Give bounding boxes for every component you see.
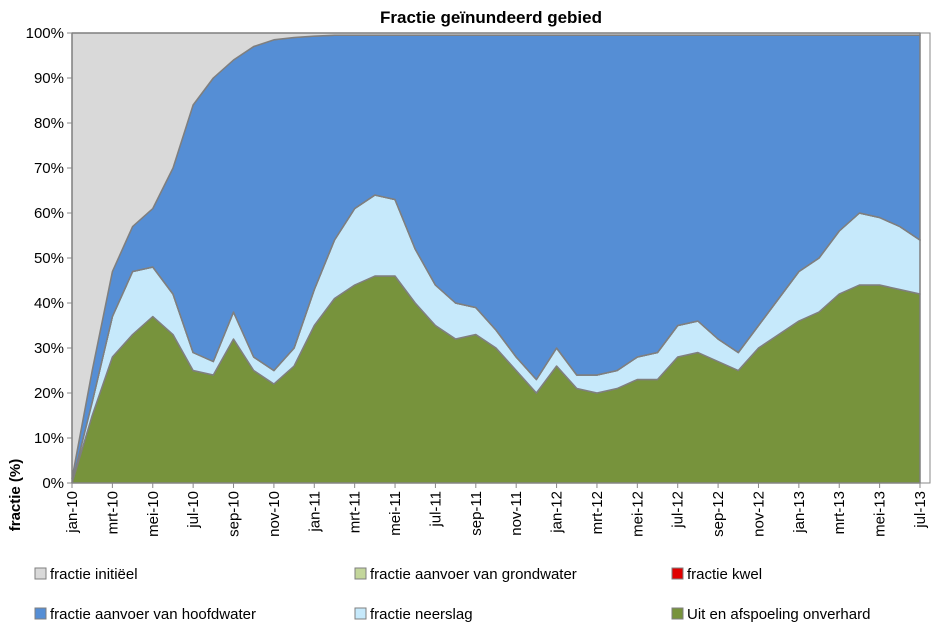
legend-swatch: [354, 607, 367, 620]
x-tick-label: sep-12: [710, 491, 727, 537]
x-tick-label: jul-13: [912, 491, 929, 529]
y-tick-label: 70%: [34, 160, 64, 177]
x-tick-label: mrt-13: [831, 491, 848, 534]
chart-title: Fractie geïnundeerd gebied: [380, 8, 602, 27]
legend-label: Uit en afspoeling onverhard: [687, 606, 870, 623]
x-tick-label: jan-12: [549, 491, 566, 534]
x-tick-label: mei-13: [872, 491, 889, 537]
x-tick-label: nov-12: [750, 491, 767, 537]
legend-label: fractie aanvoer van hoofdwater: [50, 606, 256, 623]
legend-label: fractie neerslag: [370, 606, 473, 623]
y-tick-label: 30%: [34, 340, 64, 357]
y-tick-label: 90%: [34, 70, 64, 87]
x-tick-label: jan-10: [64, 491, 81, 534]
x-tick-label: sep-10: [226, 491, 243, 537]
legend-swatch: [34, 567, 47, 580]
x-tick-label: jul-11: [427, 491, 444, 528]
x-tick-label: jan-11: [306, 491, 323, 533]
area: [71, 32, 921, 480]
x-tick-label: jan-13: [791, 491, 808, 534]
x-tick-label: jul-10: [185, 491, 202, 529]
legend-swatch: [354, 567, 367, 580]
y-tick-label: 10%: [34, 430, 64, 447]
y-tick-label: 50%: [34, 250, 64, 267]
legend-label: fractie aanvoer van grondwater: [370, 566, 577, 583]
x-tick-label: jul-12: [670, 491, 687, 529]
legend-label: fractie kwel: [687, 566, 762, 583]
x-tick-label: mei-12: [629, 491, 646, 537]
x-tick-label: nov-10: [266, 491, 283, 537]
y-tick-label: 40%: [34, 295, 64, 312]
x-tick-label: mei-11: [387, 491, 404, 536]
legend-label: fractie initiëel: [50, 566, 138, 583]
y-tick-label: 0%: [42, 475, 64, 492]
legend-swatch: [671, 607, 684, 620]
y-tick-label: 100%: [26, 25, 64, 42]
y-tick-label: 80%: [34, 115, 64, 132]
y-tick-label: 20%: [34, 385, 64, 402]
y-axis-label: fractie (%): [7, 459, 24, 532]
x-tick-label: mrt-12: [589, 491, 606, 534]
x-tick-label: mei-10: [145, 491, 162, 537]
legend-swatch: [34, 607, 47, 620]
x-tick-label: sep-11: [468, 491, 485, 536]
y-tick-label: 60%: [34, 205, 64, 222]
x-tick-label: mrt-10: [104, 491, 121, 534]
x-tick-label: nov-11: [508, 491, 525, 536]
x-tick-label: mrt-11: [347, 491, 364, 533]
legend-swatch: [671, 567, 684, 580]
